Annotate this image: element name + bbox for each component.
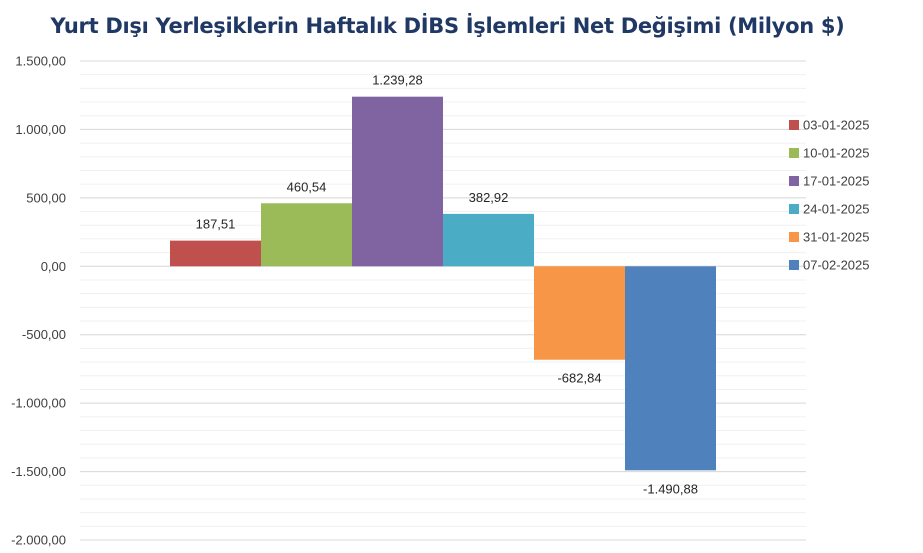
legend-swatch-07-02-2025 (789, 260, 799, 270)
bar-07-02-2025 (625, 266, 716, 471)
y-tick-label: 500,00 (26, 190, 66, 205)
legend-label-10-01-2025: 10-01-2025 (803, 146, 870, 161)
y-tick-label: 1.000,00 (15, 122, 66, 137)
data-label-17-01-2025: 1.239,28 (372, 73, 423, 88)
data-label-07-02-2025: -1.490,88 (643, 481, 698, 496)
bar-10-01-2025 (261, 203, 352, 267)
data-label-31-01-2025: -682,84 (557, 371, 601, 386)
bar-24-01-2025 (443, 213, 534, 267)
legend-label-24-01-2025: 24-01-2025 (803, 202, 870, 217)
legend-label-03-01-2025: 03-01-2025 (803, 118, 870, 133)
y-tick-label: -2.000,00 (11, 533, 66, 548)
data-labels: 187,51 460,54 1.239,28 382,92 -682,84 -1.490,… (196, 73, 698, 497)
y-axis: 1.500,00 1.000,00 500,00 0,00 -500,00 -1.000,… (11, 54, 66, 548)
y-tick-label: -500,00 (22, 327, 66, 342)
bar-31-01-2025 (534, 266, 625, 360)
legend-swatch-31-01-2025 (789, 232, 799, 242)
y-tick-label: -1.500,00 (11, 464, 66, 479)
y-tick-label: 0,00 (41, 259, 66, 274)
legend-label-07-02-2025: 07-02-2025 (803, 258, 870, 273)
bars (170, 96, 716, 471)
bar-03-01-2025 (170, 240, 261, 267)
legend-swatch-10-01-2025 (789, 148, 799, 158)
legend-label-31-01-2025: 31-01-2025 (803, 230, 870, 245)
legend-label-17-01-2025: 17-01-2025 (803, 174, 870, 189)
legend-swatch-24-01-2025 (789, 204, 799, 214)
data-label-10-01-2025: 460,54 (287, 179, 327, 194)
legend: 03-01-2025 10-01-2025 17-01-2025 24-01-2025… (789, 118, 870, 273)
data-label-03-01-2025: 187,51 (196, 217, 236, 232)
y-tick-label: 1.500,00 (15, 54, 66, 69)
bar-17-01-2025 (352, 96, 443, 267)
chart-title: Yurt Dışı Yerleşiklerin Haftalık DİBS İş… (50, 14, 845, 38)
y-tick-label: -1.000,00 (11, 396, 66, 411)
data-label-24-01-2025: 382,92 (469, 190, 509, 205)
legend-swatch-03-01-2025 (789, 120, 799, 130)
legend-swatch-17-01-2025 (789, 176, 799, 186)
